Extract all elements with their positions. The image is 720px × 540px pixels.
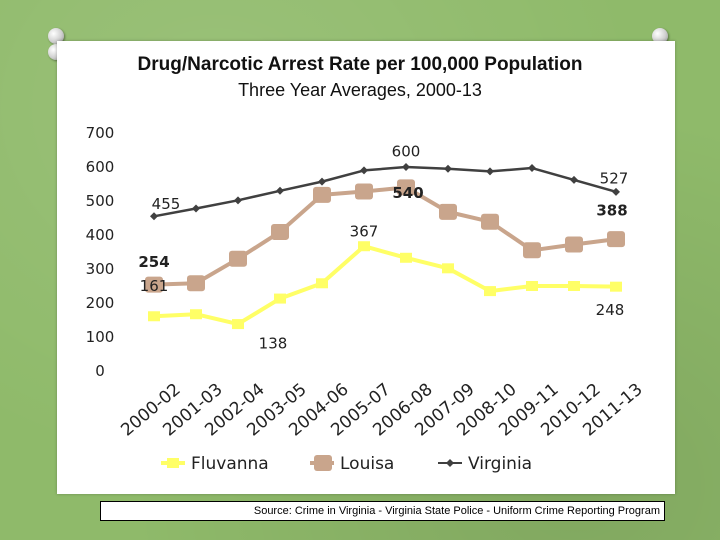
chart-subtitle: Three Year Averages, 2000-13 (238, 80, 482, 100)
data-point-louisa (565, 236, 583, 253)
data-point-virginia (570, 175, 578, 184)
chart-title: Drug/Narcotic Arrest Rate per 100,000 Po… (137, 54, 583, 75)
data-point-louisa (187, 275, 205, 292)
data-point-virginia (528, 164, 536, 173)
chart-card (57, 41, 675, 494)
data-point-louisa (481, 213, 499, 230)
data-point-virginia (276, 186, 284, 195)
data-point-fluvanna (274, 293, 286, 304)
data-point-fluvanna (190, 309, 202, 320)
series-line-fluvanna (153, 244, 617, 327)
data-point-louisa (397, 179, 415, 196)
data-point-fluvanna (568, 281, 580, 291)
y-tick-label: 100 (86, 328, 115, 346)
legend-label-louisa: Louisa (340, 454, 394, 474)
data-point-virginia (402, 163, 410, 171)
y-tick-label: 700 (86, 124, 115, 142)
data-point-louisa (313, 186, 331, 203)
data-label-virginia: 527 (600, 169, 629, 187)
data-point-louisa (271, 223, 289, 240)
y-tick-label: 400 (86, 226, 115, 244)
data-point-fluvanna (484, 286, 496, 297)
data-point-louisa (439, 203, 457, 220)
data-point-virginia (150, 212, 158, 221)
data-point-fluvanna (316, 278, 328, 289)
data-label-fluvanna: 248 (596, 301, 625, 319)
legend-label-fluvanna: Fluvanna (191, 454, 269, 474)
data-label-virginia: 600 (392, 143, 421, 161)
y-tick-label: 500 (86, 192, 115, 210)
data-label-fluvanna: 138 (259, 335, 288, 353)
series-line-virginia (153, 165, 617, 218)
data-label-fluvanna: 161 (140, 277, 169, 295)
pushpin-icon (652, 28, 668, 44)
data-point-virginia (192, 204, 200, 213)
data-label-louisa: 254 (138, 253, 169, 271)
data-point-fluvanna (400, 252, 412, 263)
data-point-virginia (444, 164, 452, 173)
y-tick-label: 300 (86, 260, 115, 278)
data-point-louisa (355, 183, 373, 200)
legend-marker-louisa (314, 455, 332, 471)
data-point-fluvanna (148, 311, 160, 322)
data-label-louisa: 388 (596, 202, 627, 220)
y-tick-label: 0 (95, 362, 105, 380)
data-point-louisa (607, 231, 625, 248)
y-tick-label: 600 (86, 158, 115, 176)
data-label-louisa: 540 (392, 184, 423, 202)
data-point-fluvanna (442, 263, 454, 274)
y-tick-label: 200 (86, 294, 115, 312)
data-point-louisa (523, 242, 541, 259)
data-point-virginia (318, 177, 326, 186)
data-label-fluvanna: 367 (350, 223, 379, 241)
data-label-virginia: 455 (152, 195, 181, 213)
data-point-virginia (486, 167, 494, 176)
source-note: Source: Crime in Virginia - Virginia Sta… (100, 501, 665, 521)
pushpin-icon (48, 28, 64, 44)
legend-label-virginia: Virginia (468, 454, 532, 474)
legend-marker-virginia (446, 459, 454, 467)
data-point-louisa (145, 276, 163, 293)
legend-marker-fluvanna (167, 458, 179, 468)
data-point-fluvanna (232, 319, 244, 330)
data-point-virginia (360, 166, 368, 175)
data-point-louisa (229, 250, 247, 267)
data-point-fluvanna (610, 281, 622, 292)
data-point-fluvanna (526, 281, 538, 291)
data-point-virginia (612, 187, 620, 196)
data-point-fluvanna (358, 241, 370, 252)
data-point-virginia (234, 196, 242, 205)
